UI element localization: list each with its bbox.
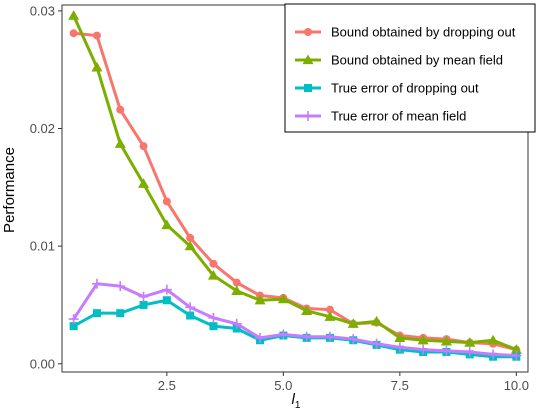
data-point (209, 259, 218, 268)
data-point (278, 329, 289, 340)
data-point (161, 219, 173, 230)
data-point (116, 105, 125, 114)
y-tick-label: 0.02 (30, 121, 55, 136)
data-point (277, 293, 289, 304)
legend-item: Bound obtained by dropping out (295, 25, 516, 40)
data-point (68, 10, 80, 20)
data-point (92, 31, 101, 40)
data-point (91, 278, 102, 289)
legend-item: True error of dropping out (295, 81, 479, 96)
data-point (138, 178, 150, 188)
x-tick-label: 10.0 (504, 378, 529, 393)
data-point (69, 322, 78, 331)
legend-item: True error of mean field (295, 109, 466, 124)
data-point (511, 350, 522, 361)
data-point (440, 335, 452, 346)
data-point (231, 318, 242, 329)
data-point (138, 291, 149, 302)
legend: Bound obtained by dropping out Bound obta… (284, 3, 536, 133)
data-point (69, 29, 78, 38)
x-axis-title-subscript: 1 (295, 400, 301, 411)
data-point (464, 347, 475, 358)
legend-box (284, 3, 536, 133)
data-point (254, 294, 266, 305)
data-point (209, 322, 218, 331)
data-point (208, 312, 219, 323)
data-point (371, 315, 383, 326)
x-axis-title-main: l (292, 391, 296, 408)
data-point (394, 342, 405, 353)
data-point (68, 314, 79, 325)
data-point (162, 296, 171, 305)
y-tick-label: 0.01 (30, 239, 55, 254)
data-point (441, 345, 452, 356)
data-point (417, 334, 429, 345)
data-point (488, 349, 499, 360)
data-point (207, 270, 219, 280)
data-point (114, 138, 126, 148)
data-point (394, 332, 406, 343)
legend-key-marker (304, 84, 312, 92)
series-2 (68, 10, 522, 354)
data-point (139, 142, 148, 151)
data-point (115, 281, 126, 292)
data-point (186, 311, 195, 320)
x-tick-label: 7.5 (391, 378, 409, 393)
data-point (418, 344, 429, 355)
data-point (162, 197, 171, 206)
data-point (348, 334, 359, 345)
data-point (301, 305, 313, 315)
legend-key-marker (304, 28, 312, 36)
data-point (325, 305, 334, 314)
legend-item: Bound obtained by mean field (295, 53, 503, 68)
y-tick-label: 0.00 (30, 356, 55, 371)
x-tick-label: 2.5 (158, 378, 176, 393)
data-point (324, 311, 336, 321)
data-point (92, 309, 101, 318)
data-point (232, 278, 241, 287)
legend-label: Bound obtained by dropping out (331, 25, 516, 40)
data-point (91, 61, 103, 72)
data-point (510, 344, 522, 354)
y-tick-label: 0.03 (30, 3, 55, 18)
x-axis-title: l1 (292, 391, 301, 411)
data-point (301, 331, 312, 342)
series-line (72, 14, 518, 352)
data-point (161, 284, 172, 295)
data-point (255, 332, 266, 343)
legend-key-marker (302, 54, 314, 65)
data-point (487, 334, 499, 345)
data-point (184, 240, 196, 251)
series-4 (68, 278, 522, 361)
data-point (371, 338, 382, 349)
legend-label: Bound obtained by mean field (331, 53, 503, 68)
y-axis-title: Performance (1, 147, 18, 233)
legend-key-marker (303, 111, 313, 121)
data-point (186, 233, 195, 242)
data-point (139, 300, 148, 309)
data-point (464, 337, 476, 347)
data-point (347, 318, 359, 328)
legend-label: True error of mean field (331, 109, 466, 124)
data-point (185, 302, 196, 313)
data-point (324, 331, 335, 342)
data-point (231, 285, 243, 295)
x-tick-label: 5.0 (274, 378, 292, 393)
legend-label: True error of dropping out (331, 81, 479, 96)
data-point (116, 309, 125, 318)
